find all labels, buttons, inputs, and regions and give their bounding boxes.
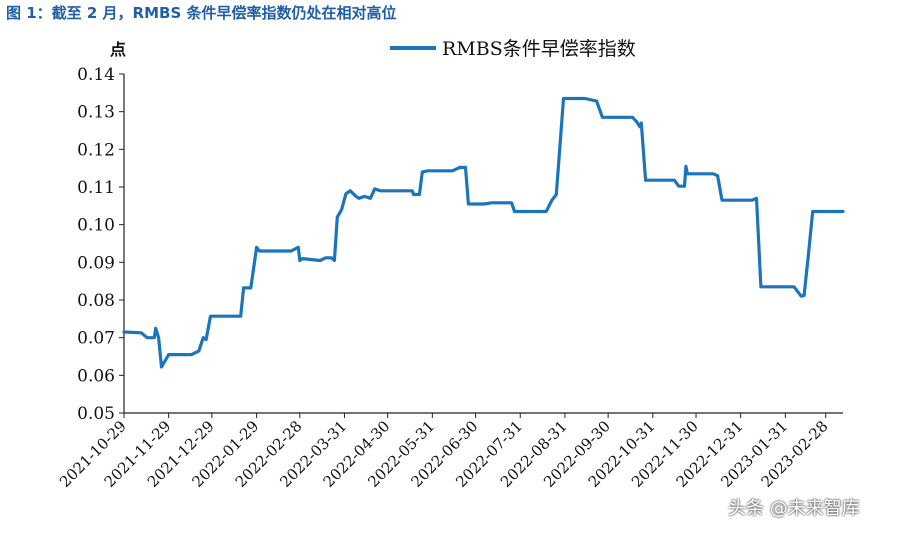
series-line bbox=[122, 96, 845, 369]
y-tick-label: 0.06 bbox=[77, 366, 115, 386]
y-tick-label: 0.07 bbox=[77, 329, 115, 349]
y-tick-label: 0.14 bbox=[77, 65, 115, 85]
y-tick-label: 0.12 bbox=[77, 140, 115, 160]
y-tick-label: 0.11 bbox=[77, 178, 115, 198]
chart-legend: RMBS条件早偿率指数 bbox=[390, 34, 636, 61]
legend-line-swatch bbox=[390, 45, 436, 50]
watermark-text: 头条 @未来智库 bbox=[728, 498, 860, 519]
y-tick-label: 0.09 bbox=[77, 253, 115, 273]
y-tick-label: 0.10 bbox=[77, 216, 115, 236]
legend-label: RMBS条件早偿率指数 bbox=[442, 38, 636, 60]
figure-title: 图 1：截至 2 月，RMBS 条件早偿率指数仍处在相对高位 bbox=[6, 4, 397, 22]
y-tick-label: 0.13 bbox=[77, 103, 115, 123]
y-tick-label: 0.08 bbox=[77, 291, 115, 311]
y-tick-label: 0.05 bbox=[77, 404, 115, 424]
y-axis-unit-label: 点 bbox=[110, 40, 127, 59]
